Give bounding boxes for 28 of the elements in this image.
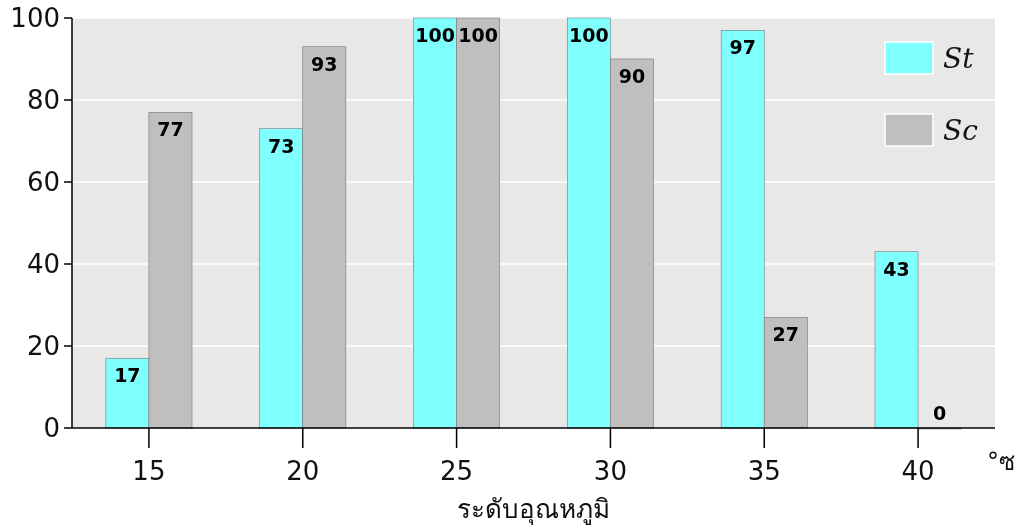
x-tick-label: 20 [286,456,320,486]
x-tick-label: 30 [593,456,627,486]
data-label: 73 [267,134,295,157]
data-label: 43 [883,257,910,280]
data-label: 27 [772,323,800,346]
data-label: 93 [311,52,338,75]
data-label: 97 [729,36,756,59]
legend-label: Sc [943,114,979,147]
y-tick-label: 60 [26,167,60,197]
data-label: 100 [569,24,609,46]
x-axis-title: ระดับอุณหภูมิ [457,494,610,525]
x-tick-label: 35 [747,456,781,486]
y-tick-label: 80 [26,85,60,115]
legend-label: St [943,42,975,75]
x-tick-label: 15 [132,456,166,486]
y-tick-label: 100 [10,3,60,33]
x-tick-label: 25 [440,456,474,486]
data-label: 17 [114,364,141,387]
data-label: 100 [458,24,498,46]
text: °ซ [987,448,1015,476]
y-tick-label: 40 [26,249,60,279]
data-label: 100 [415,24,455,46]
data-label: 0 [933,402,947,424]
y-tick-label: 0 [43,413,60,443]
y-tick-label: 20 [26,331,60,361]
data-label: 77 [157,118,184,141]
data-label: 90 [618,65,646,87]
x-tick-label: 40 [901,456,935,486]
